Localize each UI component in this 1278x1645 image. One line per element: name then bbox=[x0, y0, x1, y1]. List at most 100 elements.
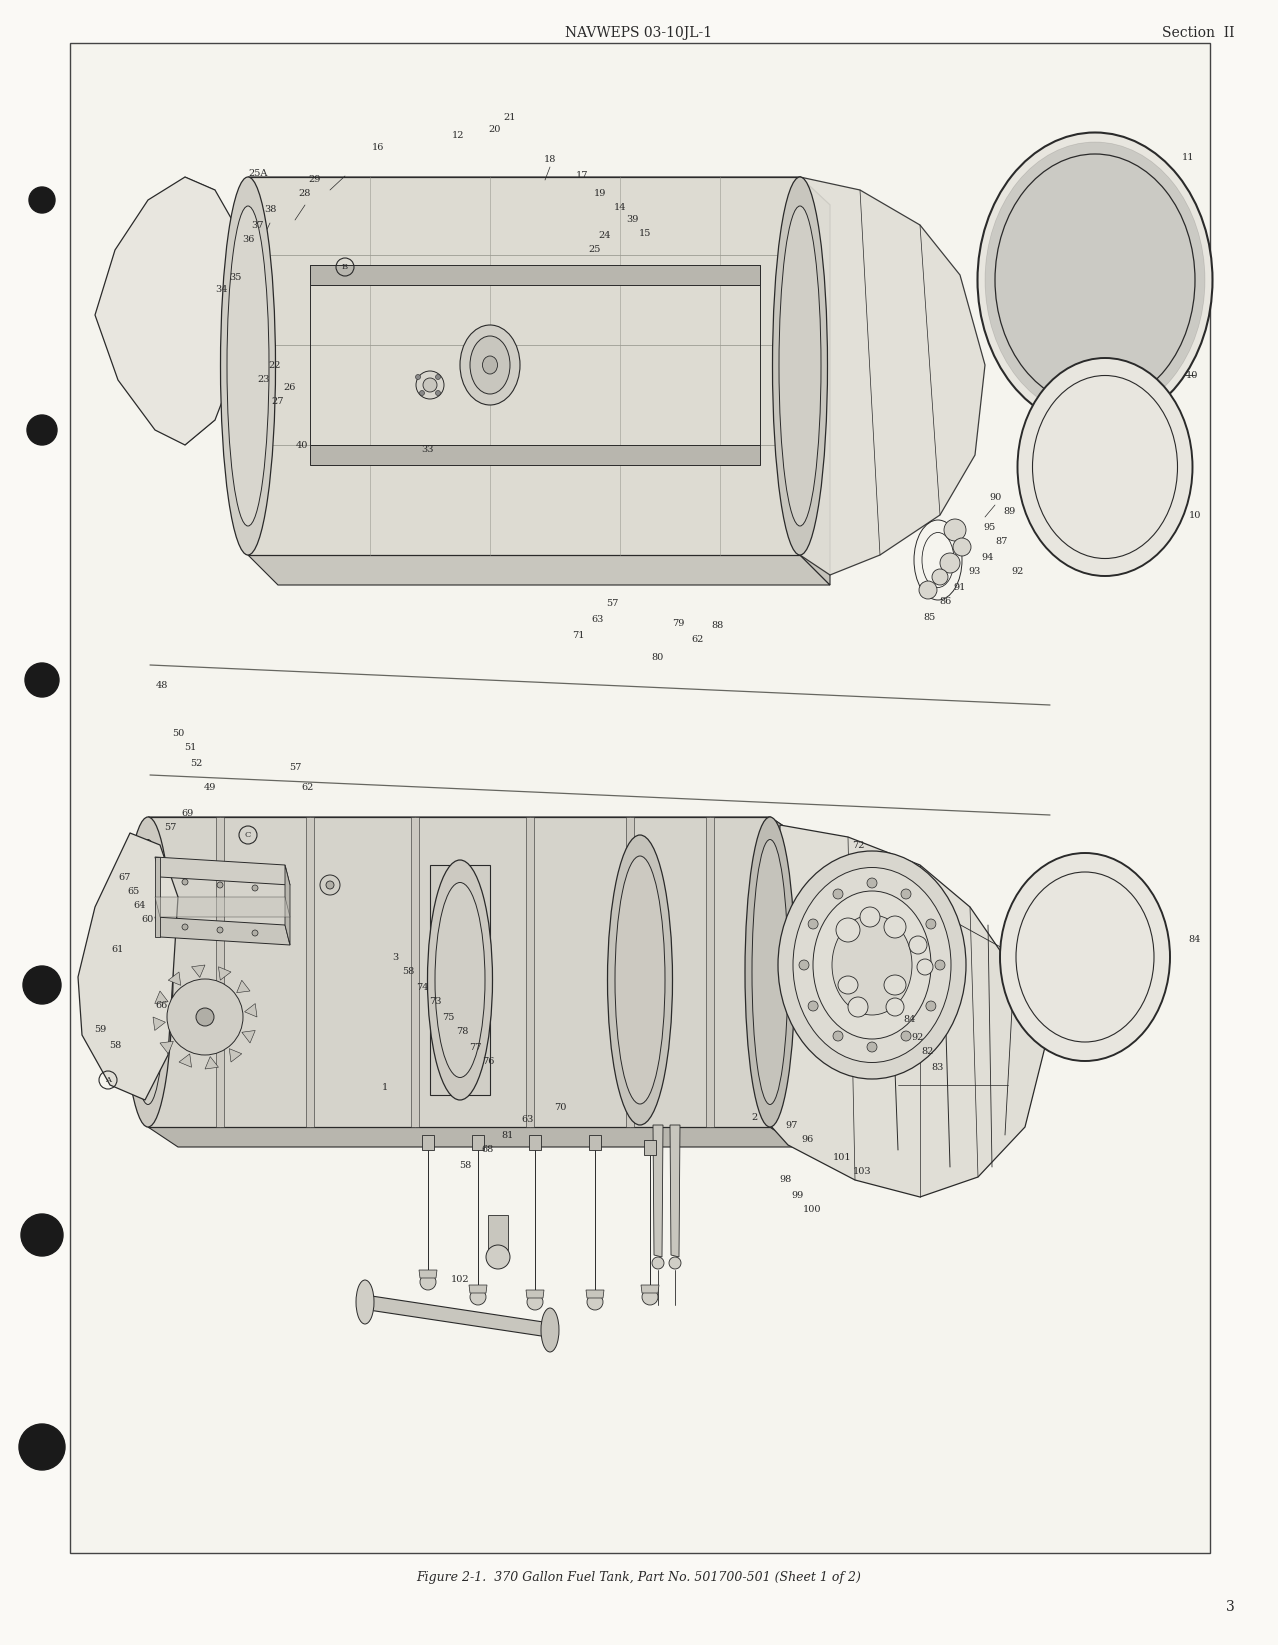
Ellipse shape bbox=[944, 520, 966, 541]
Polygon shape bbox=[311, 446, 760, 466]
Polygon shape bbox=[236, 980, 250, 992]
Text: 78: 78 bbox=[456, 1028, 468, 1036]
Ellipse shape bbox=[901, 1031, 911, 1041]
Text: 29: 29 bbox=[309, 176, 321, 184]
Ellipse shape bbox=[181, 924, 188, 929]
Text: 72: 72 bbox=[851, 841, 864, 849]
Polygon shape bbox=[244, 1003, 257, 1017]
Text: 94: 94 bbox=[982, 553, 994, 561]
Text: 57: 57 bbox=[164, 822, 176, 831]
Ellipse shape bbox=[423, 378, 437, 392]
Polygon shape bbox=[155, 990, 169, 1003]
Polygon shape bbox=[242, 1030, 256, 1043]
Text: 90: 90 bbox=[989, 492, 1001, 502]
Ellipse shape bbox=[993, 151, 1197, 410]
Ellipse shape bbox=[435, 882, 484, 1077]
Ellipse shape bbox=[167, 979, 243, 1054]
Text: 84: 84 bbox=[1189, 936, 1201, 944]
Ellipse shape bbox=[357, 1280, 374, 1324]
Text: 12: 12 bbox=[451, 130, 464, 140]
Text: 59: 59 bbox=[93, 1025, 106, 1035]
Ellipse shape bbox=[935, 961, 944, 971]
Ellipse shape bbox=[1030, 373, 1180, 561]
Text: 81: 81 bbox=[502, 1130, 514, 1140]
Text: 99: 99 bbox=[792, 1191, 804, 1199]
Polygon shape bbox=[644, 1140, 656, 1155]
Text: 71: 71 bbox=[571, 630, 584, 640]
Text: 102: 102 bbox=[451, 1275, 469, 1285]
Text: 20: 20 bbox=[488, 125, 501, 135]
Text: 3: 3 bbox=[1227, 1601, 1235, 1614]
Text: 76: 76 bbox=[482, 1058, 495, 1066]
Text: 1: 1 bbox=[382, 1082, 389, 1092]
Text: 28: 28 bbox=[299, 189, 311, 197]
Circle shape bbox=[29, 188, 55, 212]
Text: 18: 18 bbox=[544, 156, 556, 164]
Text: 62: 62 bbox=[302, 783, 314, 791]
Ellipse shape bbox=[123, 818, 173, 1127]
Ellipse shape bbox=[941, 553, 960, 572]
Ellipse shape bbox=[652, 1257, 665, 1268]
Circle shape bbox=[19, 1425, 65, 1471]
Polygon shape bbox=[155, 857, 160, 938]
Text: 35: 35 bbox=[229, 273, 242, 281]
Ellipse shape bbox=[326, 882, 334, 888]
Polygon shape bbox=[771, 826, 1045, 1198]
Text: C: C bbox=[245, 831, 252, 839]
Text: 23: 23 bbox=[258, 375, 270, 385]
Ellipse shape bbox=[615, 855, 665, 1104]
Text: 82: 82 bbox=[921, 1048, 934, 1056]
Ellipse shape bbox=[436, 390, 441, 395]
Text: 25A: 25A bbox=[248, 168, 267, 178]
Polygon shape bbox=[285, 865, 290, 944]
Text: 10: 10 bbox=[1189, 510, 1201, 520]
Ellipse shape bbox=[884, 975, 906, 995]
Polygon shape bbox=[419, 1270, 437, 1278]
Ellipse shape bbox=[794, 867, 951, 1063]
Text: 66: 66 bbox=[156, 1000, 169, 1010]
Polygon shape bbox=[705, 818, 714, 1127]
Ellipse shape bbox=[978, 133, 1213, 428]
Ellipse shape bbox=[252, 929, 258, 936]
Ellipse shape bbox=[668, 1257, 681, 1268]
Polygon shape bbox=[469, 1285, 487, 1293]
Text: 52: 52 bbox=[190, 758, 202, 768]
Ellipse shape bbox=[918, 959, 933, 975]
Text: 86: 86 bbox=[939, 597, 951, 607]
Ellipse shape bbox=[587, 1295, 603, 1309]
Ellipse shape bbox=[925, 1002, 935, 1012]
Text: B: B bbox=[343, 263, 348, 271]
Ellipse shape bbox=[836, 918, 860, 943]
Text: 11: 11 bbox=[1182, 153, 1194, 161]
Circle shape bbox=[27, 415, 58, 446]
Circle shape bbox=[23, 966, 61, 1003]
Text: 26: 26 bbox=[284, 383, 296, 392]
Polygon shape bbox=[229, 1048, 242, 1063]
Text: 33: 33 bbox=[422, 446, 435, 454]
Ellipse shape bbox=[417, 372, 443, 400]
Text: 92: 92 bbox=[911, 1033, 924, 1041]
Ellipse shape bbox=[1013, 870, 1157, 1045]
Polygon shape bbox=[589, 1135, 601, 1150]
Bar bbox=[70, 43, 1210, 1553]
Text: 89: 89 bbox=[1005, 508, 1016, 517]
Text: NAVWEPS 03-10JL-1: NAVWEPS 03-10JL-1 bbox=[565, 26, 713, 39]
Ellipse shape bbox=[985, 141, 1205, 418]
Text: 96: 96 bbox=[801, 1135, 814, 1145]
Text: 65: 65 bbox=[127, 887, 139, 895]
Ellipse shape bbox=[227, 206, 268, 526]
Polygon shape bbox=[179, 1054, 192, 1068]
Polygon shape bbox=[95, 178, 250, 446]
Text: 93: 93 bbox=[969, 568, 982, 576]
Polygon shape bbox=[248, 178, 800, 554]
Polygon shape bbox=[148, 1127, 800, 1147]
Polygon shape bbox=[587, 1290, 604, 1298]
Ellipse shape bbox=[541, 1308, 558, 1352]
Text: 50: 50 bbox=[171, 729, 184, 737]
Text: 63: 63 bbox=[521, 1115, 534, 1125]
Text: 62: 62 bbox=[691, 635, 704, 645]
Ellipse shape bbox=[953, 538, 971, 556]
Ellipse shape bbox=[932, 569, 948, 586]
Text: 22: 22 bbox=[268, 360, 281, 370]
Polygon shape bbox=[800, 178, 829, 586]
